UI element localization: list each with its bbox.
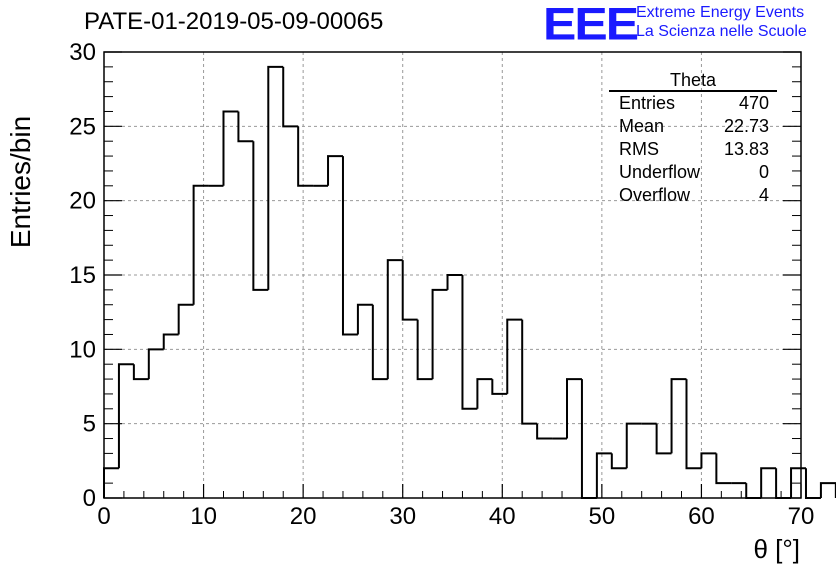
histogram-bin — [431, 288, 448, 380]
y-tick-label: 20 — [69, 188, 96, 215]
stats-value: 22.73 — [723, 116, 769, 136]
stats-row-rms: RMS 13.83 — [609, 138, 777, 161]
x-tick-label: 70 — [788, 503, 815, 530]
histogram-bin — [461, 275, 478, 410]
histogram-bin — [177, 303, 194, 335]
histogram-bin — [132, 364, 149, 381]
eee-logo: EEE — [543, 0, 639, 50]
logo-caption: Extreme Energy Events La Scienza nelle S… — [636, 3, 807, 41]
stats-row-overflow: Overflow 4 — [609, 184, 777, 207]
stats-title: Theta — [609, 70, 777, 92]
x-tick-label: 10 — [190, 503, 217, 530]
axis-ticks — [103, 51, 802, 499]
histogram-bars — [103, 65, 836, 499]
histogram-bin — [371, 304, 388, 381]
histogram-bin — [536, 423, 553, 440]
histogram-bin — [147, 348, 164, 380]
stats-value: 470 — [738, 93, 769, 113]
histogram-bin — [192, 184, 209, 305]
histogram-bin — [775, 468, 792, 499]
histogram-bin — [625, 422, 642, 469]
histogram-bin — [595, 452, 612, 498]
stats-row-underflow: Underflow 0 — [609, 161, 777, 184]
y-tick-label: 10 — [69, 336, 96, 363]
histogram-bin — [521, 319, 538, 425]
x-tick-label: 20 — [290, 503, 317, 530]
x-tick-label: 30 — [389, 503, 416, 530]
stats-row-mean: Mean 22.73 — [609, 115, 777, 138]
histogram-bin — [685, 379, 702, 470]
histogram-bin — [252, 141, 269, 291]
histogram-bin — [700, 452, 717, 469]
stats-box: Theta Entries 470 Mean 22.73 RMS 13.83 U… — [609, 70, 777, 207]
chart-title: PATE-01-2019-05-09-00065 — [84, 8, 384, 35]
histogram-bin — [491, 379, 508, 395]
histogram-bin — [386, 259, 403, 380]
histogram-bin — [297, 126, 314, 187]
histogram-bin — [356, 303, 373, 335]
histogram-bin — [267, 65, 284, 290]
y-axis-label-box: Entries/bin — [5, 112, 36, 252]
stats-label: Underflow — [619, 162, 701, 182]
stats-value: 4 — [758, 185, 769, 205]
histogram-bin — [237, 111, 254, 143]
histogram-bin — [327, 155, 343, 186]
histogram-bin — [222, 110, 239, 186]
stats-label: Overflow — [619, 185, 691, 205]
histogram-bin — [804, 468, 821, 499]
x-axis-label: θ [°] — [753, 534, 800, 564]
stats-label: RMS — [619, 139, 659, 159]
histogram-bin — [282, 66, 299, 128]
y-tick-label: 5 — [83, 411, 96, 438]
stats-value: 13.83 — [723, 139, 769, 159]
stats-row-entries: Entries 470 — [609, 92, 777, 115]
histogram-bin — [476, 378, 493, 409]
histogram-bin — [117, 363, 134, 469]
y-tick-label: 15 — [69, 262, 96, 289]
histogram-bin — [580, 379, 597, 499]
histogram-bin — [670, 378, 687, 454]
histogram-bin — [610, 453, 627, 470]
histogram-bin — [745, 483, 762, 499]
histogram-bin — [819, 482, 836, 498]
y-tick-label: 30 — [69, 39, 96, 66]
histogram-bin — [416, 319, 433, 381]
stats-value: 0 — [758, 162, 769, 182]
histogram-bin — [446, 274, 463, 290]
y-axis-label: Entries/bin — [5, 115, 36, 249]
histogram-bin — [715, 453, 732, 485]
histogram-bin — [760, 467, 777, 498]
x-tick-label: 60 — [688, 503, 715, 530]
logo-line-2: La Scienza nelle Scuole — [636, 23, 807, 40]
y-tick-label: 25 — [69, 113, 96, 140]
y-tick-label: 0 — [83, 485, 96, 512]
logo-line-1: Extreme Energy Events — [636, 4, 805, 21]
stats-label: Entries — [619, 93, 676, 113]
histogram-bin — [341, 156, 358, 336]
x-tick-label: 40 — [489, 503, 516, 530]
x-tick-label: 0 — [97, 503, 110, 530]
histogram-bin — [162, 333, 179, 350]
grid-lines — [104, 52, 801, 498]
x-tick-label: 50 — [589, 503, 616, 530]
stats-label: Mean — [619, 116, 665, 136]
histogram-bin — [566, 378, 582, 439]
histogram-bin — [401, 260, 418, 321]
histogram-bin — [655, 423, 672, 455]
histogram-bin — [506, 318, 523, 394]
